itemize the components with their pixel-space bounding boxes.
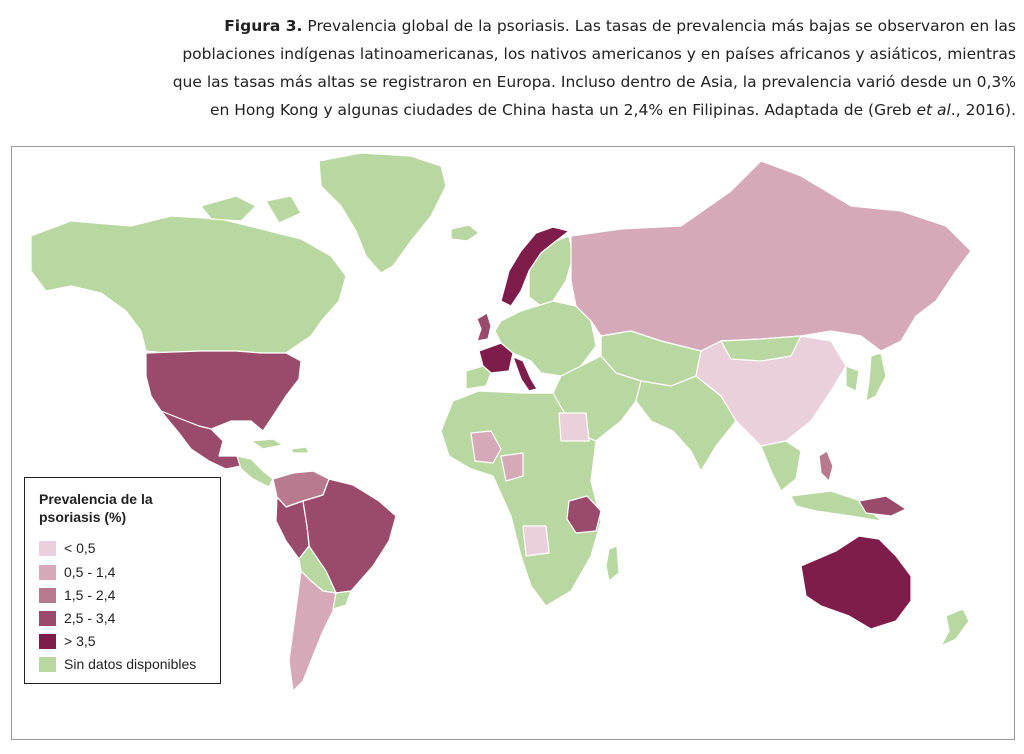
- region-canada-alaska: [30, 215, 347, 354]
- region-mali: [470, 430, 502, 464]
- caption-line-2: poblaciones indígenas latinoamericanas, …: [182, 45, 1016, 63]
- legend-item: < 0,5: [39, 538, 96, 558]
- region-caribbean: [250, 438, 310, 454]
- legend-item: 2,5 - 3,4: [39, 608, 115, 628]
- caption-line-1: Figura 3. Prevalencia global de la psori…: [224, 17, 1016, 35]
- region-central-america: [236, 455, 274, 488]
- legend-label: Sin datos disponibles: [64, 656, 197, 672]
- world-map: [30, 152, 972, 692]
- caption-figure-label: Figura 3.: [224, 17, 303, 35]
- legend-swatch: [39, 564, 56, 580]
- region-korea: [845, 365, 860, 392]
- legend-swatch: [39, 587, 56, 603]
- world-map-frame: Prevalencia de la psoriasis (%) < 0,5 0,…: [11, 146, 1015, 740]
- legend-item: > 3,5: [39, 631, 96, 651]
- region-uruguay: [332, 590, 352, 610]
- region-russia: [570, 160, 972, 352]
- region-tanzania: [566, 495, 602, 534]
- figure-caption: Figura 3. Prevalencia global de la psori…: [20, 12, 1016, 124]
- region-egypt: [558, 412, 590, 442]
- region-norway: [500, 226, 570, 307]
- region-australia: [800, 535, 912, 630]
- region-new-zealand: [940, 608, 970, 647]
- legend-label: 2,5 - 3,4: [64, 610, 116, 626]
- region-iceland: [450, 224, 480, 242]
- caption-line-3: que las tasas más altas se registraron e…: [172, 73, 1016, 91]
- region-sweden-finland: [528, 235, 574, 307]
- legend-item: 0,5 - 1,4: [39, 562, 115, 582]
- legend-item: 1,5 - 2,4: [39, 585, 115, 605]
- legend-label: > 3,5: [64, 633, 96, 649]
- region-arctic-islands: [200, 195, 302, 224]
- region-new-guinea: [858, 495, 907, 517]
- region-greenland: [318, 152, 447, 274]
- legend-label: 1,5 - 2,4: [64, 587, 116, 603]
- region-nigeria: [500, 452, 524, 482]
- legend-swatch: [39, 610, 56, 626]
- region-angola: [522, 525, 550, 557]
- region-madagascar: [605, 545, 620, 582]
- legend-swatch: [39, 633, 56, 649]
- legend-label: < 0,5: [64, 540, 96, 556]
- legend-swatch: [39, 540, 56, 556]
- region-uk: [476, 312, 492, 342]
- legend-item: Sin datos disponibles: [39, 654, 196, 674]
- caption-line-4: en Hong Kong y algunas ciudades de China…: [209, 101, 1016, 119]
- map-legend: Prevalencia de la psoriasis (%) < 0,5 0,…: [24, 477, 221, 684]
- legend-swatch: [39, 656, 56, 672]
- region-southeast-asia: [760, 440, 882, 522]
- region-italy: [512, 356, 538, 392]
- region-mongolia: [720, 335, 802, 362]
- region-philippines: [818, 450, 834, 482]
- legend-label: 0,5 - 1,4: [64, 564, 116, 580]
- region-south-asia: [635, 375, 737, 472]
- region-argentina-chile: [288, 570, 337, 692]
- legend-title: Prevalencia de la psoriasis (%): [39, 491, 153, 525]
- region-japan: [865, 352, 887, 402]
